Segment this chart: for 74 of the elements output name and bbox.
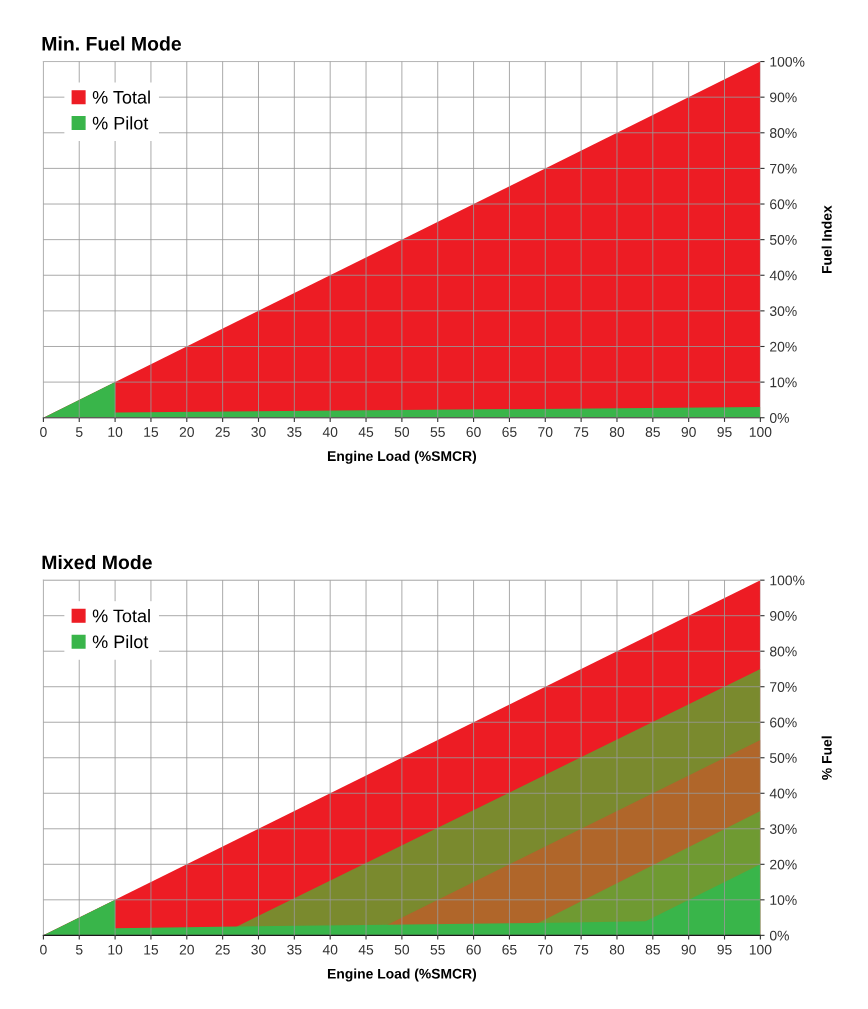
- y-tick-label: 30%: [769, 306, 797, 317]
- y-tick-label: 80%: [770, 646, 797, 657]
- x-tick-label: 35: [287, 427, 302, 437]
- y-tick-label: 100%: [770, 575, 805, 586]
- x-tick-label: 50: [394, 427, 410, 437]
- y-tick-label: 40%: [769, 270, 797, 281]
- x-tick-label: 30: [251, 427, 266, 437]
- x-tick-label: 0: [40, 427, 47, 437]
- y-tick-label: 70%: [770, 163, 797, 174]
- x-tick-label: 60: [466, 944, 481, 955]
- x-tick-label: 20: [179, 944, 194, 955]
- x-tick-label: 20: [179, 427, 194, 437]
- y-tick-label: 20%: [770, 341, 797, 352]
- x-tick-label: 25: [215, 944, 230, 955]
- x-tick-label: 45: [358, 427, 374, 437]
- y-tick-label: 0%: [769, 413, 789, 423]
- x-tick-label: 70: [538, 427, 553, 437]
- y-axis-title: % Fuel: [821, 736, 832, 780]
- x-tick-label: 55: [430, 427, 445, 437]
- x-tick-label: 65: [502, 427, 517, 437]
- y-tick-label: 20%: [770, 859, 797, 870]
- x-tick-label: 100: [749, 944, 772, 955]
- x-tick-label: 90: [681, 427, 696, 437]
- x-tick-label: 15: [144, 427, 159, 437]
- x-tick-label: 5: [75, 944, 83, 955]
- x-tick-label: 90: [681, 944, 696, 955]
- y-tick-label: 10%: [770, 895, 797, 905]
- y-tick-label: 50%: [769, 234, 797, 245]
- x-tick-label: 60: [466, 427, 481, 437]
- y-tick-label: 90%: [770, 92, 797, 103]
- legend-label: % Total: [92, 90, 150, 104]
- x-tick-label: 55: [430, 944, 445, 955]
- x-tick-label: 25: [215, 427, 230, 437]
- x-tick-label: 100: [749, 427, 772, 437]
- chart-title: Min. Fuel Mode: [42, 36, 182, 51]
- legend-label: % Pilot: [92, 116, 149, 130]
- x-tick-label: 75: [574, 427, 589, 437]
- x-tick-label: 10: [108, 427, 123, 437]
- x-tick-label: 70: [538, 944, 553, 955]
- x-tick-label: 80: [609, 944, 625, 955]
- x-tick-label: 85: [645, 427, 660, 437]
- x-tick-label: 35: [287, 944, 302, 955]
- y-tick-label: 50%: [769, 753, 797, 763]
- x-tick-label: 65: [502, 944, 517, 955]
- y-tick-label: 90%: [770, 611, 797, 621]
- chart-title: Mixed Mode: [42, 554, 152, 570]
- x-tick-label: 85: [645, 944, 660, 955]
- legend-label: % Pilot: [92, 634, 149, 649]
- x-tick-label: 30: [251, 944, 266, 955]
- x-tick-label: 10: [108, 944, 123, 955]
- y-tick-label: 30%: [769, 824, 797, 834]
- x-axis-title: Engine Load (%SMCR): [327, 968, 477, 982]
- legend-label: % Total: [92, 609, 150, 623]
- x-tick-label: 75: [574, 944, 589, 955]
- x-tick-label: 40: [322, 427, 338, 437]
- x-tick-label: 50: [394, 944, 410, 955]
- x-tick-label: 15: [144, 944, 159, 955]
- x-tick-label: 40: [322, 944, 338, 955]
- x-tick-label: 95: [717, 427, 732, 437]
- y-tick-label: 10%: [770, 377, 797, 388]
- y-tick-label: 60%: [770, 717, 797, 728]
- x-tick-label: 80: [609, 427, 625, 437]
- x-tick-label: 45: [358, 944, 374, 955]
- y-tick-label: 100%: [770, 56, 805, 67]
- y-tick-label: 40%: [769, 788, 797, 799]
- x-tick-label: 0: [40, 944, 47, 955]
- x-tick-label: 5: [75, 427, 83, 437]
- y-tick-label: 0%: [769, 930, 789, 941]
- y-axis-title: Fuel Index: [821, 205, 832, 274]
- x-axis-title: Engine Load (%SMCR): [327, 450, 477, 464]
- y-tick-label: 70%: [770, 682, 797, 692]
- y-tick-label: 60%: [770, 199, 797, 210]
- x-tick-label: 95: [717, 944, 732, 955]
- y-tick-label: 80%: [770, 128, 797, 138]
